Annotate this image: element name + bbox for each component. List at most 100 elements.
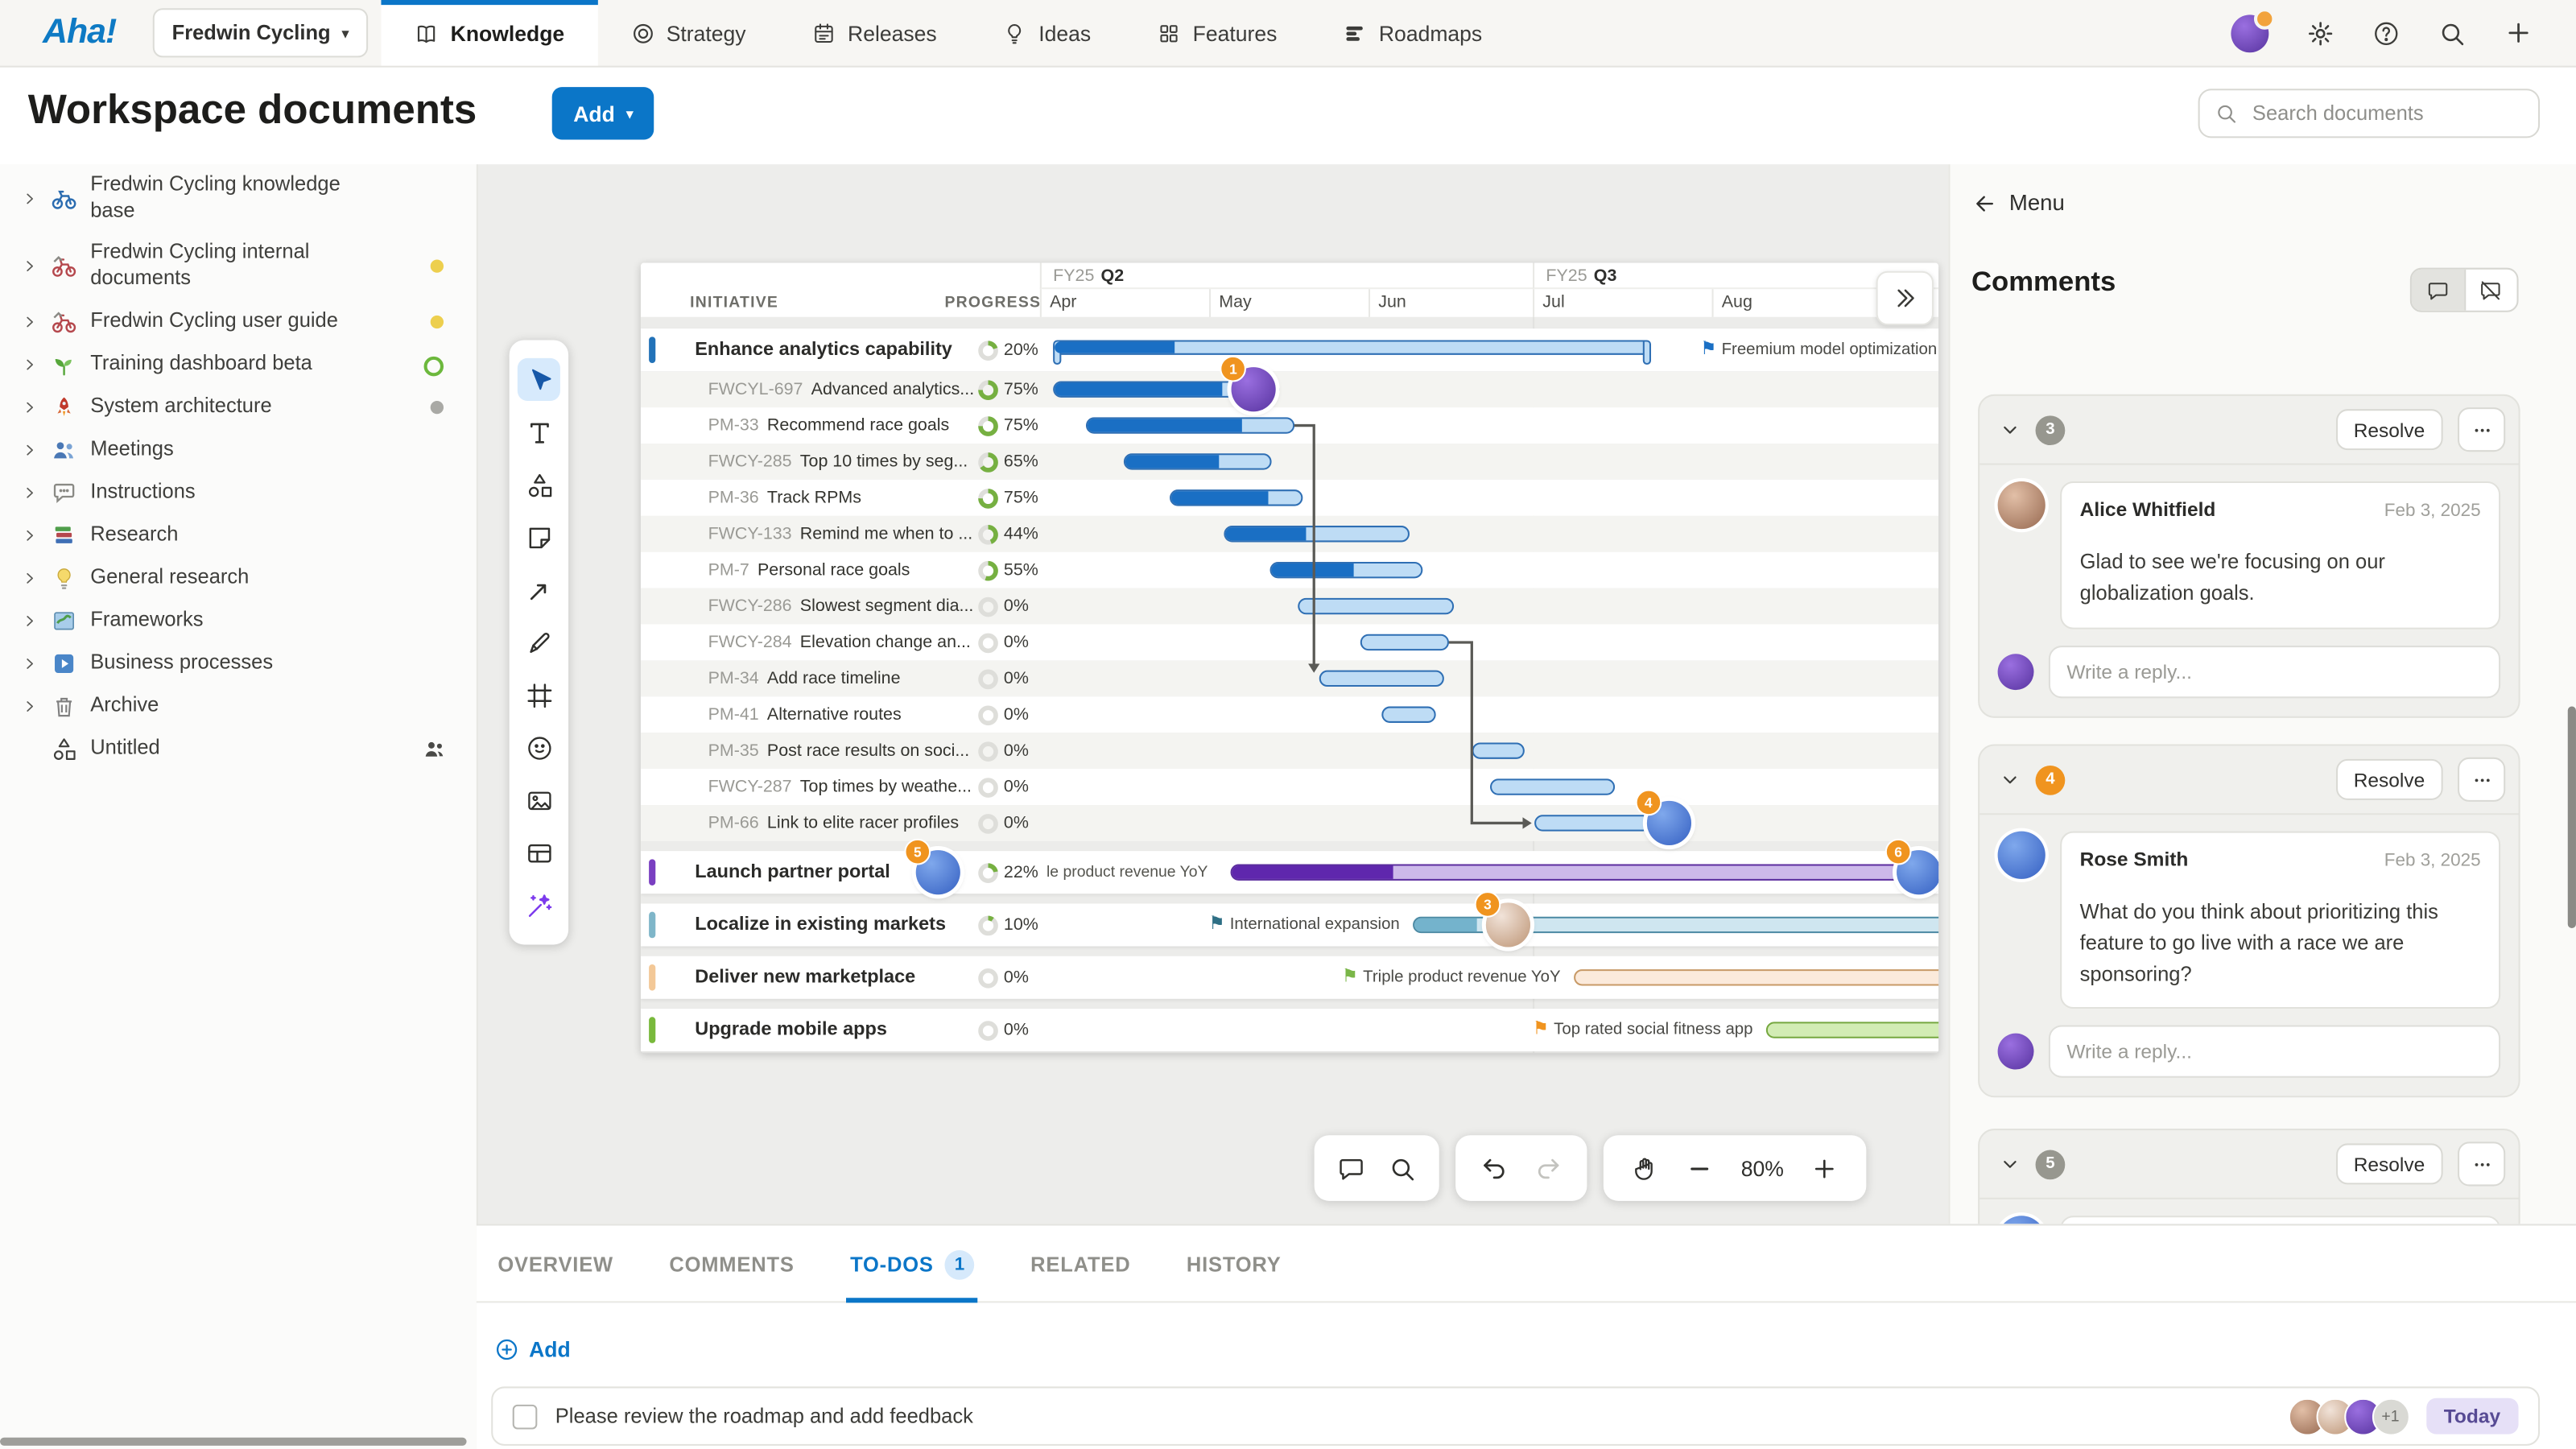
gantt-bar[interactable] xyxy=(1230,864,1939,881)
pan-hand-icon[interactable] xyxy=(1631,1154,1659,1183)
gantt-bar[interactable] xyxy=(1381,706,1435,723)
todo-checkbox[interactable] xyxy=(512,1403,538,1429)
gantt-bar[interactable] xyxy=(1488,778,1616,795)
gantt-initiative-row[interactable]: Launch partner portal 22% le product reven… xyxy=(640,838,1939,895)
tool-magic-wand[interactable] xyxy=(518,884,560,927)
panel-scrollbar[interactable] xyxy=(2567,706,2576,929)
tool-sticker[interactable] xyxy=(518,726,560,769)
gantt-bar[interactable] xyxy=(1534,815,1651,832)
reply-input[interactable] xyxy=(2048,645,2501,698)
nav-tab-knowledge[interactable]: Knowledge xyxy=(381,0,597,66)
gantt-bar[interactable] xyxy=(1224,526,1410,543)
sidebar-item-frameworks[interactable]: Frameworks xyxy=(0,599,477,642)
milestone-flag[interactable]: ⚑ Freemium model optimization xyxy=(1700,340,1937,358)
zoom-in-icon[interactable] xyxy=(1811,1154,1839,1183)
redo-icon[interactable] xyxy=(1534,1154,1562,1183)
zoom-level[interactable]: 80% xyxy=(1740,1155,1784,1181)
gantt-feature-row[interactable]: PM-34 Add race timeline 0% xyxy=(640,660,1939,697)
tool-sticky-note[interactable] xyxy=(518,516,560,559)
workspace-selector[interactable]: Fredwin Cycling ▾ xyxy=(152,8,369,58)
gantt-initiative-row[interactable]: Localize in existing markets 10% ⚑ Internat… xyxy=(640,891,1939,947)
gantt-feature-row[interactable]: PM-35 Post race results on soci... 0% xyxy=(640,733,1939,770)
tool-text[interactable] xyxy=(518,411,560,453)
sidebar-item-research[interactable]: Research xyxy=(0,514,477,556)
nav-tab-roadmaps[interactable]: Roadmaps xyxy=(1310,0,1515,66)
comment-tool-icon[interactable] xyxy=(1337,1154,1365,1183)
chevron-down-icon[interactable] xyxy=(2000,1154,2021,1175)
gantt-bar[interactable] xyxy=(1765,1022,1939,1038)
tool-table[interactable] xyxy=(518,832,560,874)
sidebar-item-business-processes[interactable]: Business processes xyxy=(0,642,477,684)
chevron-right-icon[interactable] xyxy=(22,654,38,671)
undo-icon[interactable] xyxy=(1480,1154,1509,1183)
sidebar-item-fredwin-cycling-knowledge-base[interactable]: Fredwin Cycling knowledge base xyxy=(0,164,477,232)
gantt-feature-row[interactable]: PM-66 Link to elite racer profiles 0% 4 xyxy=(640,789,1939,845)
gantt-initiative-row[interactable]: Upgrade mobile apps 0% ⚑ Top rated social f… xyxy=(640,1009,1939,1052)
resolve-button[interactable]: Resolve xyxy=(2335,758,2443,800)
gantt-roadmap-widget[interactable]: INITIATIVE PROGRESS FY25 Q2 FY25 Q3 Apr May J… xyxy=(640,262,1939,1054)
add-plus-icon[interactable] xyxy=(2504,18,2533,47)
sidebar-item-instructions[interactable]: Instructions xyxy=(0,471,477,514)
gantt-bar[interactable] xyxy=(1318,670,1445,687)
gantt-feature-row[interactable]: FWCY-284 Elevation change an... 0% xyxy=(640,624,1939,661)
find-on-canvas-icon[interactable] xyxy=(1388,1154,1416,1183)
sidebar-item-meetings[interactable]: Meetings xyxy=(0,428,477,471)
chevron-right-icon[interactable] xyxy=(22,484,38,500)
gantt-feature-row[interactable]: FWCY-287 Top times by weathe... 0% xyxy=(640,769,1939,805)
chevron-right-icon[interactable] xyxy=(22,697,38,713)
canvas-comment-marker-4[interactable]: 4 xyxy=(1635,789,1691,845)
sidebar-item-system-architecture[interactable]: System architecture xyxy=(0,386,477,428)
tab-related[interactable]: RELATED xyxy=(1027,1225,1133,1302)
gantt-bar[interactable] xyxy=(1169,489,1303,506)
whiteboard-canvas[interactable]: INITIATIVE PROGRESS FY25 Q2 FY25 Q3 Apr May J… xyxy=(476,164,1949,1224)
thread-more-button[interactable] xyxy=(2458,407,2506,452)
gantt-feature-row[interactable]: FWCY-133 Remind me when to ... 44% xyxy=(640,515,1939,552)
hide-comments-toggle[interactable] xyxy=(2463,269,2516,311)
gantt-bar[interactable] xyxy=(1298,597,1455,615)
gantt-bar[interactable] xyxy=(1471,742,1525,759)
gantt-initiative-row[interactable]: Enhance analytics capability 20% ⚑ Freemium… xyxy=(640,328,1939,372)
gantt-initiative-row[interactable]: Deliver new marketplace 0% ⚑ Triple product… xyxy=(640,956,1939,999)
gantt-bar[interactable] xyxy=(1085,417,1294,434)
chevron-right-icon[interactable] xyxy=(22,258,38,274)
chevron-right-icon[interactable] xyxy=(22,526,38,543)
chevron-right-icon[interactable] xyxy=(22,441,38,457)
gantt-feature-row[interactable]: PM-36 Track RPMs 75% xyxy=(640,479,1939,516)
todo-row[interactable]: Please review the roadmap and add feedba… xyxy=(491,1386,2541,1446)
nav-tab-releases[interactable]: Releases xyxy=(778,0,969,66)
thread-more-button[interactable] xyxy=(2458,1141,2506,1187)
nav-tab-features[interactable]: Features xyxy=(1124,0,1310,66)
sidebar-item-archive[interactable]: Archive xyxy=(0,684,477,727)
gantt-bar[interactable] xyxy=(1360,634,1449,651)
tab-history[interactable]: HISTORY xyxy=(1183,1225,1285,1302)
back-to-menu-button[interactable]: Menu xyxy=(1973,191,2065,215)
chevron-right-icon[interactable] xyxy=(22,190,38,206)
aha-logo[interactable]: Aha! xyxy=(43,13,117,52)
nav-tab-strategy[interactable]: Strategy xyxy=(597,0,778,66)
tab-to-dos[interactable]: TO-DOS 1 xyxy=(847,1225,978,1303)
chevron-right-icon[interactable] xyxy=(22,313,38,329)
canvas-comment-marker-6[interactable]: 6 xyxy=(1885,838,1939,895)
gantt-feature-row[interactable]: FWCY-286 Slowest segment dia... 0% xyxy=(640,588,1939,625)
canvas-comment-marker-5[interactable]: 5 xyxy=(904,838,960,895)
user-avatar[interactable] xyxy=(2231,7,2276,52)
tool-connector[interactable] xyxy=(518,568,560,611)
sidebar-scrollbar[interactable] xyxy=(0,1437,467,1446)
nav-tab-ideas[interactable]: Ideas xyxy=(969,0,1123,66)
gantt-feature-row[interactable]: PM-33 Recommend race goals 75% xyxy=(640,407,1939,444)
search-input[interactable] xyxy=(2248,100,2524,127)
show-comments-toggle[interactable] xyxy=(2411,269,2464,311)
zoom-out-icon[interactable] xyxy=(1686,1154,1714,1183)
help-icon[interactable] xyxy=(2372,19,2401,47)
thread-more-button[interactable] xyxy=(2458,757,2506,802)
gantt-bar[interactable] xyxy=(1053,340,1651,365)
sidebar-item-untitled[interactable]: Untitled xyxy=(0,727,477,770)
add-todo-button[interactable]: Add xyxy=(494,1337,571,1362)
gantt-bar[interactable] xyxy=(1053,381,1280,398)
milestone-flag[interactable]: ⚑ Top rated social fitness app xyxy=(1533,1020,1753,1038)
gantt-feature-row[interactable]: PM-7 Personal race goals 55% xyxy=(640,551,1939,588)
tab-overview[interactable]: OVERVIEW xyxy=(494,1225,617,1302)
gantt-bar[interactable] xyxy=(1413,916,1939,934)
search-icon[interactable] xyxy=(2438,19,2467,47)
gantt-feature-row[interactable]: FWCYL-697 Advanced analytics... 75% 1 xyxy=(640,355,1939,412)
